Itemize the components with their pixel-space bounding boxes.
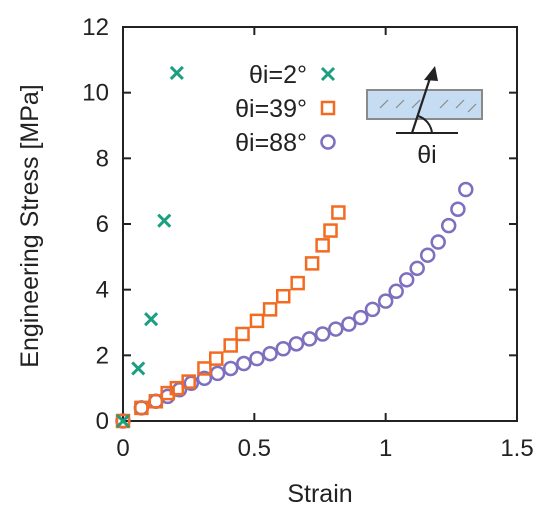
series-theta-88-point bbox=[209, 365, 226, 382]
legend-label-theta-88: θi=88° bbox=[235, 129, 307, 157]
series-theta-88-point bbox=[364, 301, 381, 318]
series-theta-88-point bbox=[409, 260, 425, 277]
series-theta-39-point bbox=[208, 351, 224, 366]
legend-label-theta-2: θi=2° bbox=[249, 61, 307, 89]
series-theta-88-point bbox=[222, 360, 239, 377]
series-theta-88-point bbox=[419, 247, 436, 263]
legend: θi=2° θi=39° θi=88° bbox=[235, 61, 336, 157]
series-theta-2-point bbox=[144, 312, 159, 327]
series-theta-39-point bbox=[181, 374, 196, 389]
y-tick-label: 4 bbox=[96, 277, 109, 304]
x-tick-label: 1.5 bbox=[500, 435, 533, 462]
legend-markers bbox=[320, 66, 336, 150]
fiber-direction-arrow bbox=[410, 71, 434, 134]
plot-area bbox=[122, 26, 518, 422]
plot-frame bbox=[122, 26, 518, 422]
y-tick-label: 10 bbox=[82, 80, 109, 107]
x-axis-label: Strain bbox=[287, 480, 352, 508]
series-theta-88-point bbox=[196, 370, 213, 387]
y-tick-label: 6 bbox=[96, 211, 109, 238]
series-theta-39-point bbox=[134, 400, 149, 416]
series-theta-88-point bbox=[288, 336, 305, 352]
series-theta-88-point bbox=[133, 400, 150, 416]
series-theta-88-point bbox=[249, 350, 265, 367]
series-theta-39-point bbox=[115, 413, 131, 429]
x-axis: 0 0.5 1 1.5 bbox=[116, 27, 534, 462]
x-tick-label: 0 bbox=[116, 435, 129, 462]
series-theta-2-point bbox=[131, 361, 146, 376]
series-theta-88-point bbox=[450, 201, 466, 217]
fiber-hatching bbox=[379, 99, 477, 113]
series-theta-39-point bbox=[249, 313, 265, 329]
y-axis-label: Engineering Stress [MPa] bbox=[16, 84, 44, 367]
series-theta-39-point bbox=[235, 326, 250, 342]
series-theta-88-point bbox=[275, 341, 291, 357]
series-theta-88-point bbox=[301, 331, 318, 347]
x-tick-label: 0.5 bbox=[238, 435, 271, 462]
series-theta-39-point bbox=[275, 288, 291, 304]
series-theta-88-point bbox=[458, 181, 474, 198]
series-theta-88-point bbox=[398, 272, 415, 288]
y-tick-label: 12 bbox=[82, 14, 109, 41]
series-theta-39-point bbox=[304, 256, 320, 271]
angle-arc bbox=[417, 115, 433, 134]
series-theta-39-point bbox=[197, 361, 212, 376]
series-theta-39-point bbox=[290, 275, 305, 291]
series-theta-88-point bbox=[388, 283, 404, 300]
legend-marker-square bbox=[320, 100, 336, 116]
series-theta-88-point bbox=[314, 326, 331, 342]
legend-label-theta-39: θi=39° bbox=[235, 95, 307, 123]
y-tick-label: 8 bbox=[96, 145, 109, 172]
angle-inset-diagram: θi bbox=[366, 66, 483, 169]
series-theta-88-point bbox=[430, 234, 446, 250]
series-theta-88-point bbox=[352, 309, 369, 326]
series-theta-39-point bbox=[262, 302, 278, 317]
data-points bbox=[115, 65, 474, 429]
inset-angle-label: θi bbox=[417, 141, 436, 169]
legend-marker-circle bbox=[320, 134, 336, 150]
y-tick-label: 0 bbox=[96, 408, 109, 435]
series-theta-88-point bbox=[262, 345, 278, 362]
legend-marker-x bbox=[320, 66, 336, 82]
series-theta-88-point bbox=[236, 355, 252, 372]
series-theta-39-point bbox=[331, 205, 346, 220]
series-theta-2-point bbox=[169, 65, 184, 81]
series-theta-88-point bbox=[377, 293, 394, 309]
arrow-head-icon bbox=[424, 66, 438, 81]
y-tick-label: 2 bbox=[96, 342, 109, 369]
series-theta-88-point bbox=[328, 321, 344, 337]
series-theta-88-point bbox=[341, 316, 357, 332]
series-theta-39-point bbox=[323, 223, 338, 238]
y-axis: 0 2 4 6 8 10 12 bbox=[82, 14, 517, 435]
series-theta-39-point bbox=[315, 238, 330, 253]
series-theta-2-point bbox=[115, 413, 131, 429]
series-theta-88-point bbox=[440, 217, 457, 234]
x-tick-label: 1 bbox=[379, 435, 392, 462]
series-theta-39-point bbox=[148, 394, 164, 409]
series-theta-2-point bbox=[157, 213, 172, 228]
series-theta-39-point bbox=[223, 338, 238, 353]
